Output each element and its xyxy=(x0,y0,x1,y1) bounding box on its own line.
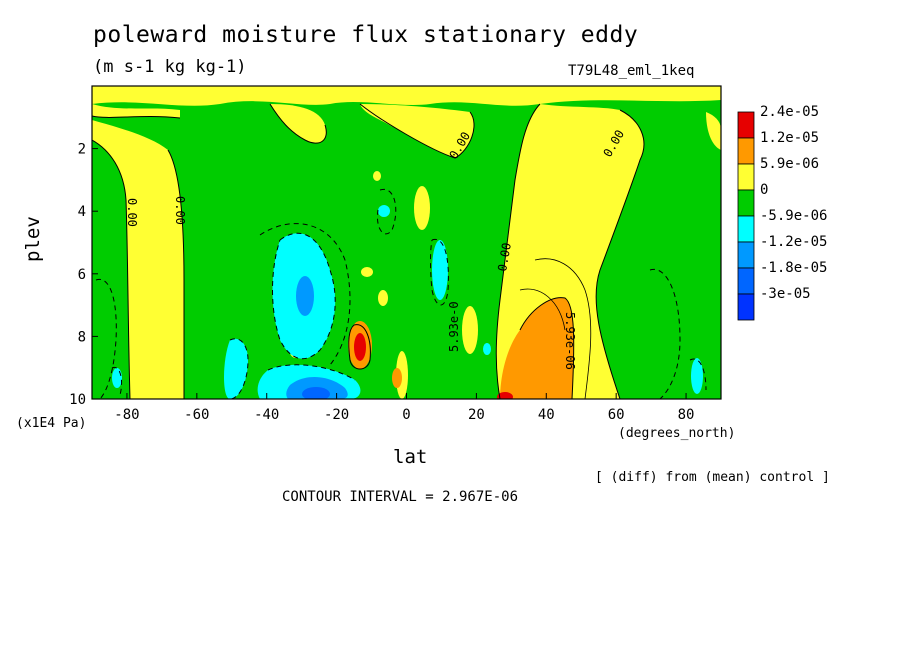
x-tick-label: 80 xyxy=(678,407,695,423)
contour-interval: CONTOUR INTERVAL = 2.967E-06 xyxy=(282,489,519,505)
contour-label: 0.00 xyxy=(495,242,514,273)
y-tick-label: 6 xyxy=(78,267,86,283)
x-tick-label: -80 xyxy=(114,407,139,423)
contour-label: 5.93e-06 xyxy=(563,312,577,370)
y-tick-label: 8 xyxy=(78,329,86,345)
contour-label-group: 0.00 0.00 0.00 0.00 0.00 5.93e-0 5.93e-0… xyxy=(125,127,627,369)
colorbar-swatch xyxy=(737,267,755,295)
x-tick-label: -60 xyxy=(184,407,209,423)
x-tick-label: 20 xyxy=(468,407,485,423)
chart-units: (m s-1 kg kg-1) xyxy=(93,57,247,77)
colorbar-swatch xyxy=(737,163,755,191)
experiment-name: T79L48_eml_1keq xyxy=(568,63,695,79)
colorbar-label: 0 xyxy=(760,182,768,198)
colorbar-label: -1.8e-05 xyxy=(760,260,827,276)
x-tick-label: -20 xyxy=(324,407,349,423)
colorbar-label: 1.2e-05 xyxy=(760,130,819,146)
colorbar-label: -1.2e-05 xyxy=(760,234,827,250)
colorbar-label: 2.4e-05 xyxy=(760,104,819,120)
x-tick-label: 40 xyxy=(538,407,555,423)
diff-note: [ (diff) from (mean) control ] xyxy=(595,470,830,485)
chart-title: poleward moisture flux stationary eddy xyxy=(93,22,639,48)
y-axis-units: (x1E4 Pa) xyxy=(16,416,87,431)
colorbar-swatch xyxy=(737,293,755,321)
colorbar-swatch xyxy=(737,137,755,165)
colorbar-swatch xyxy=(737,189,755,217)
x-axis-label: lat xyxy=(393,446,428,468)
colorbar-label: -5.9e-06 xyxy=(760,208,827,224)
y-tick-label: 10 xyxy=(69,392,86,408)
contour-label: 0.00 xyxy=(173,196,187,225)
y-tick-label: 4 xyxy=(78,204,86,220)
y-tick-label: 2 xyxy=(78,142,86,158)
colorbar: 2.4e-05 1.2e-05 5.9e-06 0 -5.9e-06 -1.2e-05 -1… xyxy=(737,104,827,321)
contour-field xyxy=(92,86,721,399)
colorbar-label: -3e-05 xyxy=(760,286,811,302)
colorbar-swatch xyxy=(737,111,755,139)
contour-label: 0.00 xyxy=(125,198,139,227)
x-axis-units: (degrees_north) xyxy=(618,426,736,441)
x-tick-label: -40 xyxy=(254,407,279,423)
x-tick-label: 60 xyxy=(608,407,625,423)
colorbar-label: 5.9e-06 xyxy=(760,156,819,172)
colorbar-swatch xyxy=(737,215,755,243)
x-tick-label: 0 xyxy=(402,407,410,423)
axes: -80 -60 -40 -20 0 20 40 60 80 2 4 6 8 10 xyxy=(69,142,694,423)
contour-label: 5.93e-0 xyxy=(447,301,461,352)
colorbar-swatch xyxy=(737,241,755,269)
